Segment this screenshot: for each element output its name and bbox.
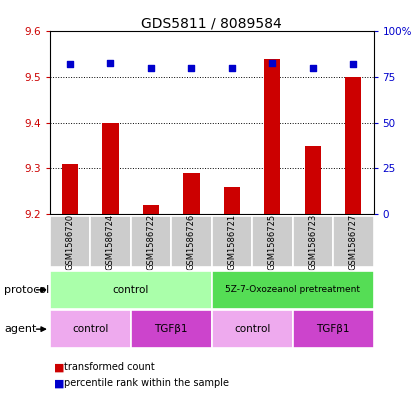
Point — [107, 59, 114, 66]
Text: GSM1586723: GSM1586723 — [308, 213, 317, 270]
Bar — [62, 164, 78, 214]
Text: control: control — [112, 285, 149, 295]
Text: transformed count: transformed count — [64, 362, 155, 373]
Bar — [171, 216, 212, 267]
Text: GSM1586726: GSM1586726 — [187, 213, 196, 270]
Bar — [252, 216, 293, 267]
Text: TGFβ1: TGFβ1 — [154, 324, 188, 334]
Bar — [183, 173, 200, 214]
Text: GSM1586720: GSM1586720 — [66, 214, 75, 270]
Text: GSM1586725: GSM1586725 — [268, 214, 277, 270]
Text: GSM1586724: GSM1586724 — [106, 214, 115, 270]
Text: control: control — [234, 324, 270, 334]
Text: 5Z-7-Oxozeanol pretreatment: 5Z-7-Oxozeanol pretreatment — [225, 285, 360, 294]
Bar — [293, 310, 374, 348]
Bar — [131, 310, 212, 348]
Text: GSM1586722: GSM1586722 — [146, 214, 156, 270]
Bar — [224, 187, 240, 214]
Text: control: control — [72, 324, 108, 334]
Point — [229, 65, 235, 71]
Text: TGFβ1: TGFβ1 — [316, 324, 350, 334]
Point — [269, 59, 276, 66]
Bar — [264, 59, 281, 214]
Bar — [50, 271, 212, 309]
Bar — [305, 146, 321, 214]
Title: GDS5811 / 8089584: GDS5811 / 8089584 — [141, 16, 282, 30]
Point — [67, 61, 73, 68]
Text: percentile rank within the sample: percentile rank within the sample — [64, 378, 229, 388]
Bar — [90, 216, 131, 267]
Text: protocol: protocol — [4, 285, 49, 295]
Text: GSM1586721: GSM1586721 — [227, 214, 237, 270]
Bar — [143, 205, 159, 214]
Bar — [103, 123, 119, 214]
Bar — [212, 216, 252, 267]
Text: ■: ■ — [54, 378, 64, 388]
Bar — [212, 271, 374, 309]
Point — [350, 61, 356, 68]
Bar — [50, 216, 90, 267]
Bar — [131, 216, 171, 267]
Point — [310, 65, 316, 71]
Bar — [293, 216, 333, 267]
Text: GSM1586727: GSM1586727 — [349, 213, 358, 270]
Bar — [212, 310, 293, 348]
Bar — [333, 216, 374, 267]
Bar — [345, 77, 361, 214]
Text: ■: ■ — [54, 362, 64, 373]
Text: agent: agent — [4, 324, 37, 334]
Point — [148, 65, 154, 71]
Point — [188, 65, 195, 71]
Bar — [50, 310, 131, 348]
